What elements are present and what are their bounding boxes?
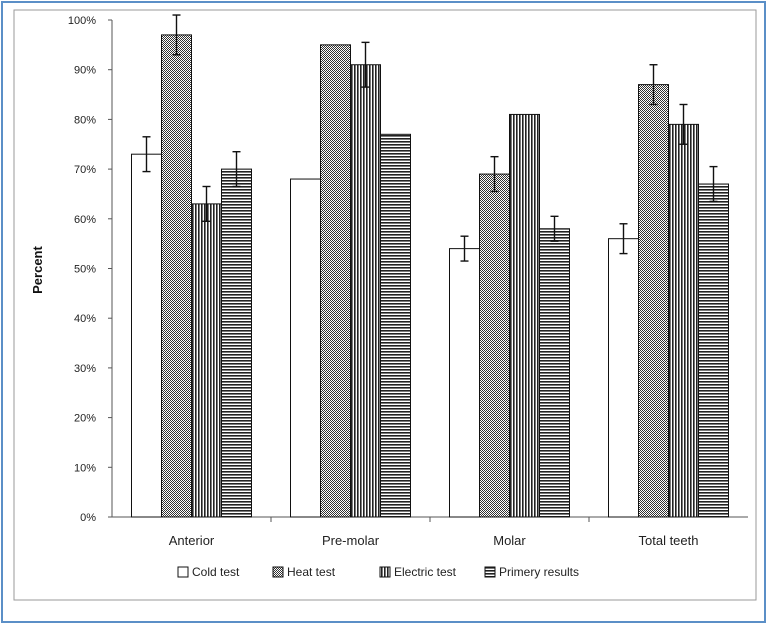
legend-label: Cold test — [192, 565, 240, 579]
y-tick-label: 50% — [74, 264, 96, 276]
y-axis-title: Percent — [30, 245, 45, 293]
chart-inner-border — [13, 9, 757, 601]
bar — [221, 168, 252, 518]
bar — [509, 113, 540, 518]
bar — [320, 44, 351, 518]
y-tick-label: 20% — [74, 413, 96, 425]
x-tick-label: Anterior — [169, 533, 215, 548]
x-tick-label: Pre-molar — [322, 533, 380, 548]
legend-swatch — [484, 566, 496, 578]
y-tick-label: 70% — [74, 164, 96, 176]
x-tick-label: Molar — [493, 533, 526, 548]
bar — [131, 153, 162, 518]
y-tick-label: 0% — [80, 512, 96, 524]
bar — [380, 133, 411, 518]
y-tick-label: 80% — [74, 114, 96, 126]
y-tick-label: 60% — [74, 214, 96, 226]
bar — [668, 123, 699, 518]
error-bars — [142, 14, 718, 262]
legend-swatch — [177, 566, 189, 578]
bar — [608, 238, 639, 518]
bars — [131, 34, 729, 518]
bar — [638, 84, 669, 518]
y-tick-label: 40% — [74, 313, 96, 325]
bar — [191, 203, 222, 518]
bar — [449, 248, 480, 518]
legend-label: Electric test — [394, 565, 457, 579]
bar — [161, 34, 192, 518]
bar — [698, 183, 729, 518]
bar — [350, 64, 381, 518]
x-tick-labels: Anterior Pre-molar Molar Total teeth — [169, 533, 699, 548]
legend-swatch — [272, 566, 284, 578]
x-tick-label: Total teeth — [639, 533, 699, 548]
bar — [479, 173, 510, 518]
legend: Cold test Heat test Electric test Primery r… — [177, 565, 579, 579]
y-tick-label: 100% — [68, 15, 96, 27]
legend-label: Heat test — [287, 565, 336, 579]
y-tick-label: 10% — [74, 462, 96, 474]
legend-label: Primery results — [499, 565, 579, 579]
legend-swatch — [379, 566, 391, 578]
y-tick-label: 30% — [74, 363, 96, 375]
bar — [539, 228, 570, 518]
y-tick-label: 90% — [74, 65, 96, 77]
bar — [290, 178, 321, 518]
y-tick-labels: 0% 10% 20% 30% 40% 50% 60% 70% 80% 90% 100% — [68, 15, 96, 524]
